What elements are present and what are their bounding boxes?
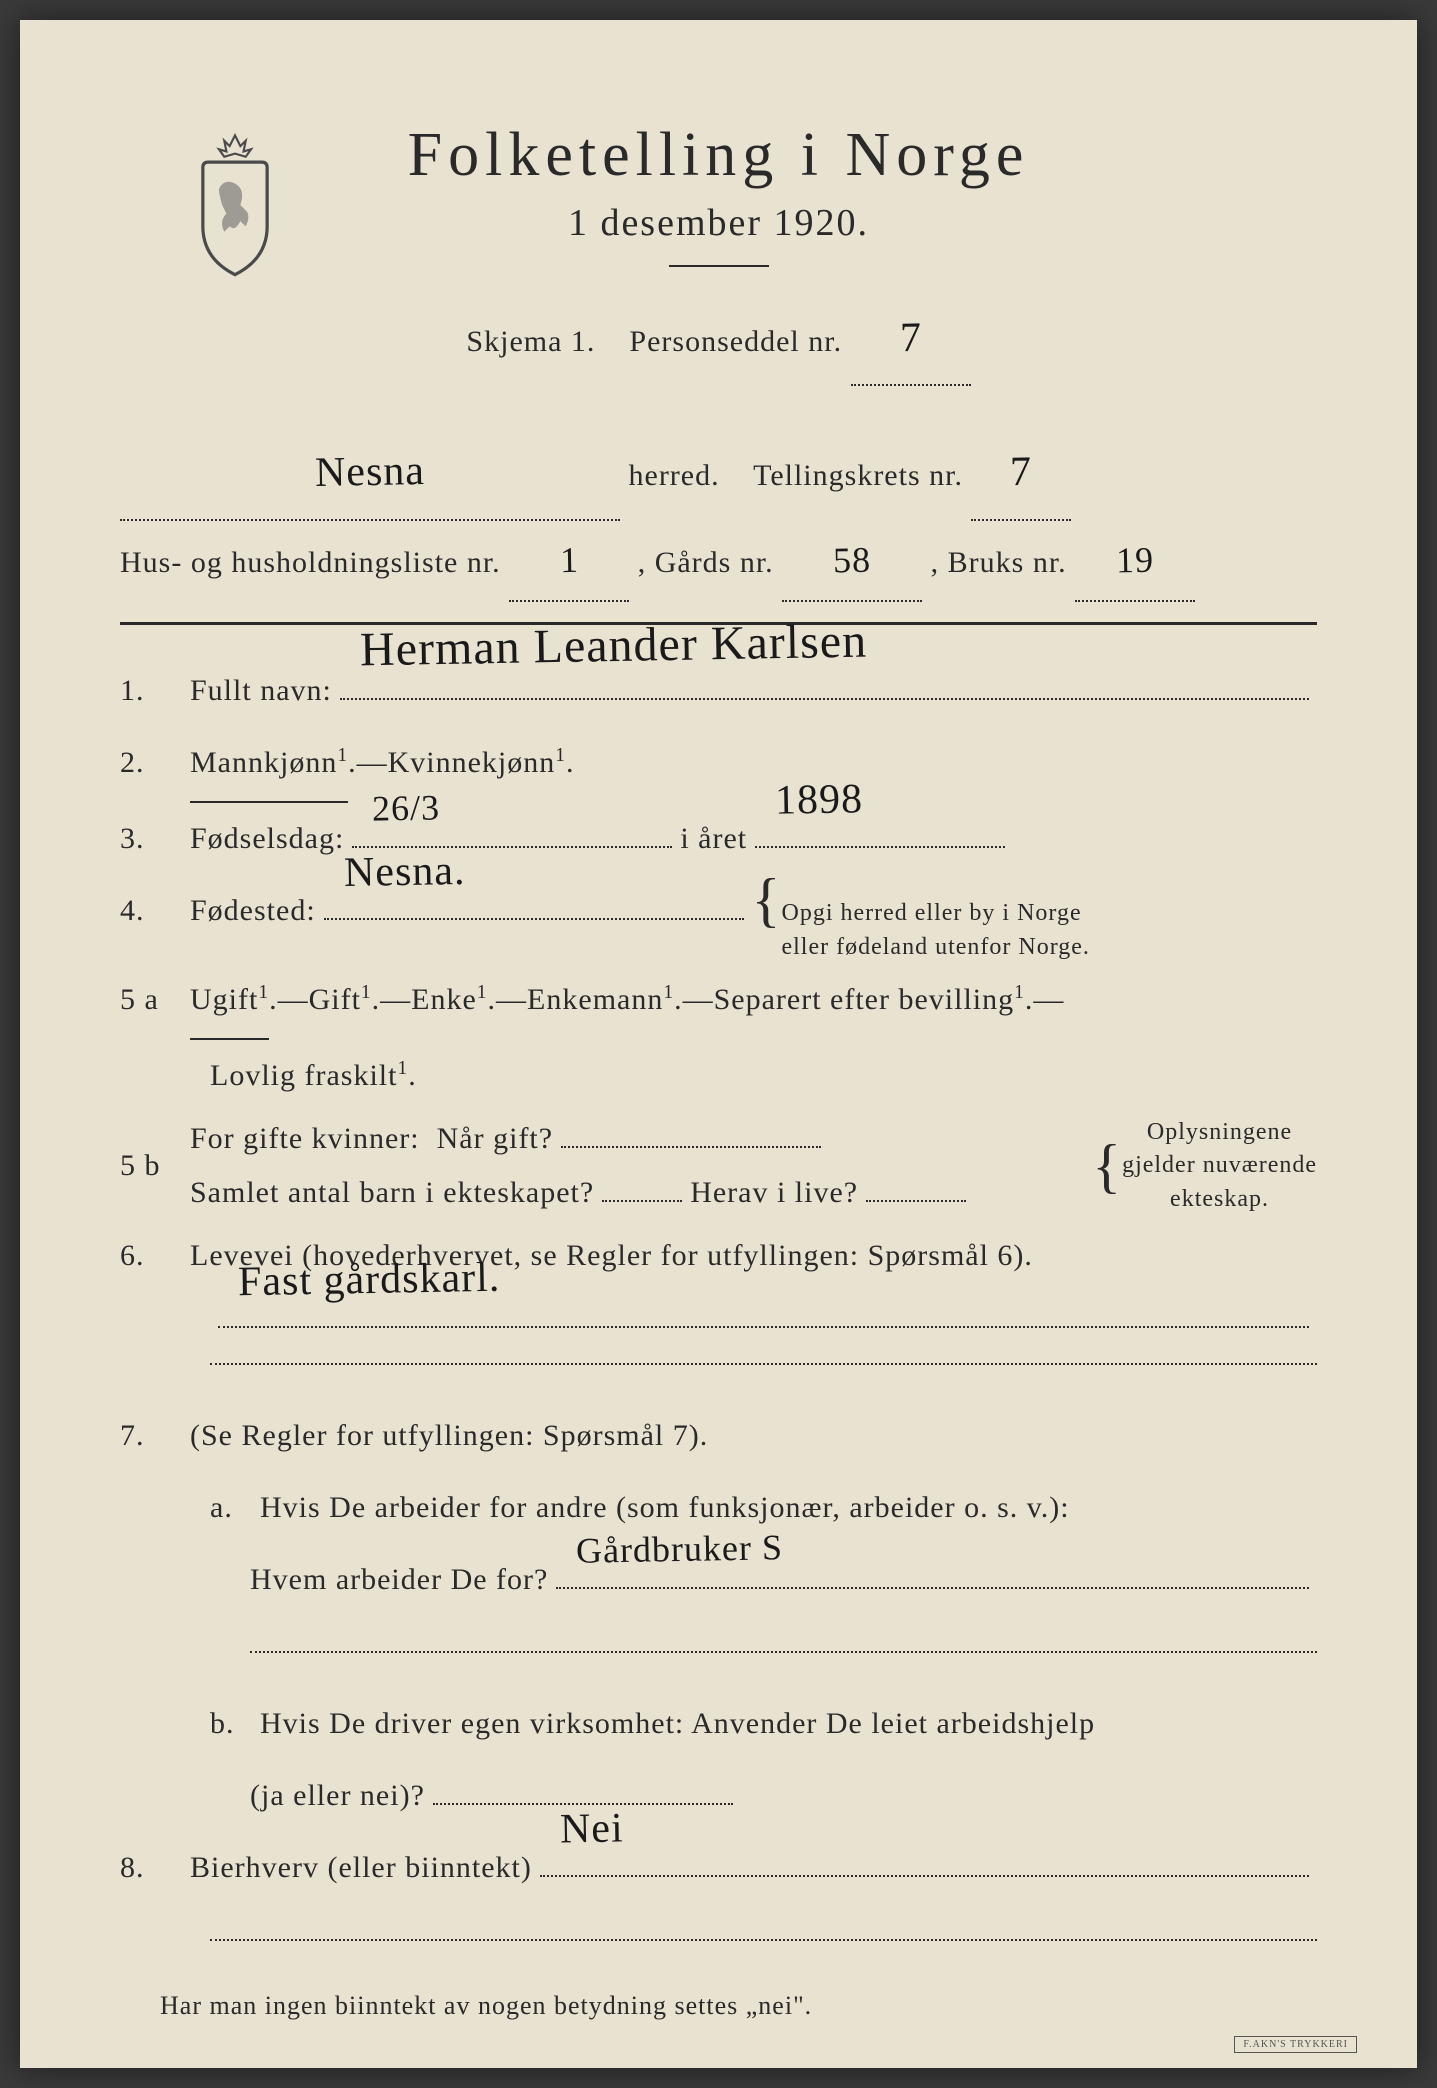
gard-label: , Gårds nr. — [638, 546, 774, 579]
q4-num: 4. — [120, 875, 190, 947]
census-form-page: Folketelling i Norge 1 desember 1920. Sk… — [20, 20, 1417, 2068]
bruk-value: 19 — [1115, 520, 1154, 600]
q5a-row: 5 a Ugift1. — Gift1. — Enke1. — Enkemann… — [120, 964, 1317, 1040]
blank-line — [210, 1363, 1317, 1365]
q7a-label2: Hvem arbeider De for? — [250, 1544, 548, 1616]
q2-row: 2. Mannkjønn1. — Kvinnekjønn1. — [120, 727, 1317, 803]
q5a-opt5: Separert efter bevilling1. — [714, 964, 1034, 1036]
q5a-num: 5 a — [120, 964, 190, 1036]
q4-label: Fødested: — [190, 875, 316, 947]
form-date: 1 desember 1920. — [120, 201, 1317, 245]
printer-stamp: F.AKN'S TRYKKERI — [1234, 2036, 1357, 2053]
q1-num: 1. — [120, 655, 190, 727]
q7b-label2: (ja eller nei)? — [250, 1760, 425, 1832]
q8-num: 8. — [120, 1832, 190, 1904]
q4-note: Opgi herred eller by i Norge eller fødel… — [781, 897, 1089, 964]
q7-row: 7. (Se Regler for utfyllingen: Spørsmål … — [120, 1400, 1317, 1472]
q5b-note: Oplysningene gjelder nuværende ekteskap. — [1122, 1116, 1317, 1217]
krets-label: Tellingskrets nr. — [753, 459, 963, 492]
person-nr-value: 7 — [899, 292, 923, 385]
herred-value: Nesna — [314, 425, 426, 519]
q1-value: Herman Leander Karlsen — [359, 583, 868, 707]
herred-label: herred. — [629, 459, 720, 492]
q7a-num: a. — [210, 1472, 260, 1544]
q5a-selected: Ugift1 — [190, 964, 269, 1040]
footer-note: Har man ingen biinntekt av nogen betydni… — [120, 1991, 1317, 2021]
q7b-row1: b. Hvis De driver egen virksomhet: Anven… — [120, 1688, 1317, 1760]
q7b-num: b. — [210, 1688, 260, 1760]
bruk-label: , Bruks nr. — [931, 546, 1067, 579]
q5b-label2: Når gift? — [437, 1112, 553, 1166]
form-title: Folketelling i Norge — [120, 120, 1317, 191]
q3-year: 1898 — [774, 749, 864, 851]
q5a-opt2: Gift1. — [309, 964, 381, 1036]
q3-row: 3. Fødselsdag: 26/3 i året 1898 — [120, 803, 1317, 875]
q7b-row2: (ja eller nei)? — [120, 1760, 1317, 1832]
brace-icon: { — [1092, 1142, 1122, 1190]
q6-value-row: Fast gårdskarl. — [120, 1292, 1317, 1328]
q3-year-label: i året — [680, 803, 747, 875]
q5b-num: 5 b — [120, 1130, 190, 1202]
q3-num: 3. — [120, 803, 190, 875]
questions: 1. Fullt navn: Herman Leander Karlsen 2.… — [120, 655, 1317, 2021]
q7-label: (Se Regler for utfyllingen: Spørsmål 7). — [190, 1400, 708, 1472]
q5b-note-group: { Oplysningene gjelder nuværende ekteska… — [1092, 1116, 1317, 1217]
q6-value: Fast gårdskarl. — [237, 1228, 501, 1333]
q2-selected: Mannkjønn1 — [190, 727, 348, 803]
q8-value: Nei — [559, 1779, 624, 1881]
q2-num: 2. — [120, 727, 190, 799]
q5b-label1: For gifte kvinner: — [190, 1112, 420, 1166]
q8-label: Bierhverv (eller biinntekt) — [190, 1832, 532, 1904]
person-label: Personseddel nr. — [629, 325, 842, 358]
q5b-label3: Samlet antal barn i ekteskapet? — [190, 1166, 594, 1220]
q7-num: 7. — [120, 1400, 190, 1472]
brace-icon: { — [752, 876, 782, 924]
q8-row: 8. Bierhverv (eller biinntekt) Nei — [120, 1832, 1317, 1904]
hushold-label: Hus- og husholdningsliste nr. — [120, 546, 501, 579]
q6-num: 6. — [120, 1220, 190, 1292]
skjema-line: Skjema 1. Personseddel nr. 7 — [120, 292, 1317, 386]
q5a-opt3: Enke1. — [411, 964, 496, 1036]
q5a-row2: Lovlig fraskilt1. — [120, 1040, 1317, 1112]
q7a-value: Gårdbruker S — [576, 1504, 784, 1594]
divider — [669, 265, 769, 267]
q7a-row2: Hvem arbeider De for? Gårdbruker S — [120, 1544, 1317, 1616]
q1-row: 1. Fullt navn: Herman Leander Karlsen — [120, 655, 1317, 727]
q1-label: Fullt navn: — [190, 655, 332, 727]
q5b-label4: Herav i live? — [690, 1166, 858, 1220]
skjema-label: Skjema 1. — [466, 325, 595, 358]
q7b-label1: Hvis De driver egen virksomhet: Anvender… — [260, 1688, 1095, 1760]
form-header: Folketelling i Norge 1 desember 1920. Sk… — [120, 120, 1317, 386]
q5a-opt6: Lovlig fraskilt1. — [210, 1040, 417, 1112]
coat-of-arms-icon — [180, 130, 290, 280]
blank-line — [210, 1939, 1317, 1941]
q4-value: Nesna. — [343, 821, 466, 924]
q5a-opt4: Enkemann1. — [527, 964, 683, 1036]
q5b-row1: 5 b For gifte kvinner: Når gift? Samlet … — [120, 1112, 1317, 1220]
q3-label: Fødselsdag: — [190, 803, 344, 875]
q4-row: 4. Fødested: Nesna. { Opgi herred eller … — [120, 875, 1317, 964]
blank-line — [250, 1651, 1317, 1653]
herred-line: Nesna herred. Tellingskrets nr. 7 — [120, 426, 1317, 520]
krets-value: 7 — [1010, 426, 1034, 519]
